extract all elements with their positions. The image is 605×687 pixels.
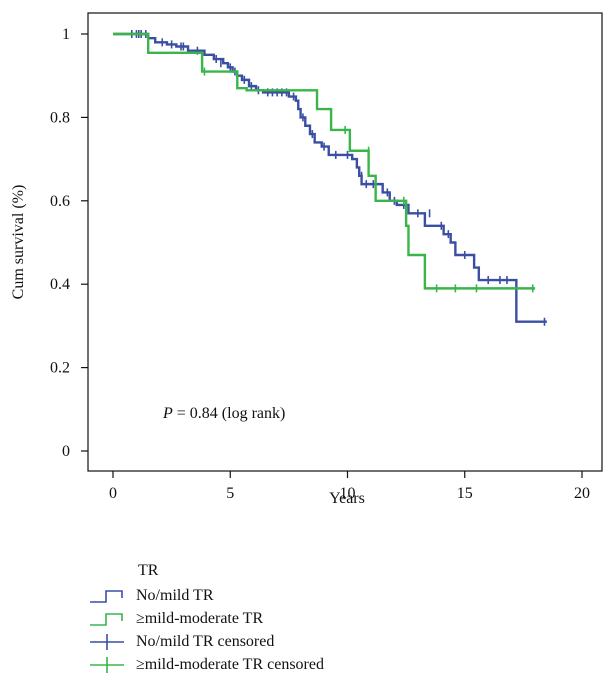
x-axis-label: Years <box>329 490 365 507</box>
legend-step-icon <box>90 612 123 626</box>
x-tick-label-0: 0 <box>109 485 117 502</box>
legend-item-1: ≥mild-moderate TR <box>88 607 324 630</box>
legend-censor-icon <box>90 633 124 650</box>
legend-label: ≥mild-moderate TR <box>136 609 264 627</box>
legend-label: No/mild TR <box>136 586 214 604</box>
survival-chart: 0 5 10 15 20 0 0.2 0.4 0.6 0.8 1 P = 0.84 (log ran… <box>10 12 603 507</box>
y-tick-label-1: 0.2 <box>50 360 70 377</box>
legend-items: No/mild TR ≥mild-moderate TR No/mild TR ce… <box>88 584 324 676</box>
y-tick-label-4: 0.8 <box>50 109 70 126</box>
legend-item-3: ≥mild-moderate TR censored <box>88 653 324 676</box>
annotation-p-value: P = 0.84 (log rank) <box>162 405 285 422</box>
legend: TR No/mild TR ≥mild-moderate TR No/mild TR… <box>88 558 324 676</box>
y-tick-label-3: 0.6 <box>50 193 70 210</box>
y-tick-label-0: 0 <box>62 443 70 460</box>
x-tick-label-3: 15 <box>457 485 473 502</box>
legend-item-2: No/mild TR censored <box>88 630 324 653</box>
y-tick-label-2: 0.4 <box>50 276 70 293</box>
axes-group <box>87 12 603 472</box>
y-axis-label: Cum survival (%) <box>10 185 27 300</box>
legend-censor-icon <box>90 656 124 673</box>
plot-frame <box>87 12 603 472</box>
ticks-group: 0 5 10 15 20 0 0.2 0.4 0.6 0.8 1 <box>50 26 590 502</box>
series-line-0 <box>113 32 547 323</box>
legend-label: ≥mild-moderate TR censored <box>136 655 324 673</box>
legend-title: TR <box>138 562 159 579</box>
x-tick-label-1: 5 <box>226 485 234 502</box>
annotation-text: = 0.84 (log rank) <box>173 405 286 422</box>
legend-label: No/mild TR censored <box>136 632 275 650</box>
x-tick-label-4: 20 <box>574 485 590 502</box>
annotation-p-label: P <box>162 405 173 422</box>
y-tick-label-5: 1 <box>62 26 70 43</box>
series-group <box>113 30 547 326</box>
legend-item-0: No/mild TR <box>88 584 324 607</box>
series-line-1 <box>113 32 536 290</box>
x-tick-label-2: 10 <box>340 485 356 502</box>
legend-step-icon <box>90 589 123 603</box>
